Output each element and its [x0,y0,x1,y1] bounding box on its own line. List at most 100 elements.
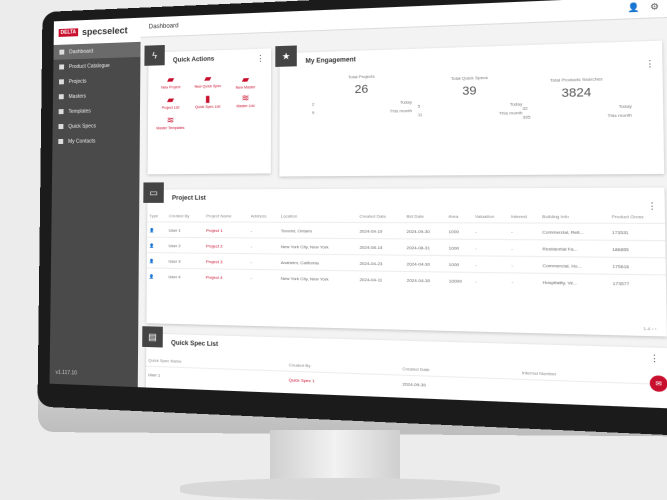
sidebar-item-label: Masters [68,93,87,100]
quick-spec-list-button[interactable]: ▮ Quick Spec List [187,93,229,110]
table-cell: 1000 [446,222,473,240]
screen: DELTA specselect Dashboard Product Catalo… [49,0,667,409]
user-icon[interactable]: 👤 [627,2,641,13]
table-cell: 2024-08-14 [357,238,405,256]
sidebar-item-label: Quick Specs [68,122,96,130]
column-header[interactable]: Created Date [359,213,387,219]
card-title: My Engagement [305,57,356,65]
table-cell: 173531 [609,223,666,241]
table-cell: User 1 [166,221,204,238]
project-name-link[interactable]: Project 1 [203,222,249,238]
column-header[interactable]: Bid Date [406,213,424,219]
master-templates-button[interactable]: ≋ Master Templates [150,114,191,131]
layers-icon: ≋ [241,92,250,104]
table-cell: Commercial, Reti... [539,223,610,241]
new-quick-spec-button[interactable]: ▰ New Quick Spec [187,72,229,89]
project-name-link[interactable]: Project 2 [203,237,249,254]
label: 3824 [561,86,592,101]
more-icon[interactable]: ⋮ [256,53,265,64]
table-cell: - [248,253,279,270]
table-cell: 2024-09-19 [357,222,405,239]
table-cell: - [473,272,510,290]
project-name-link[interactable]: Project 4 [203,268,249,285]
column-header[interactable]: Building Info [542,213,569,220]
logo[interactable]: DELTA specselect [53,17,141,46]
table-cell: Residential Fa... [539,239,610,258]
new-project-button[interactable]: ▰ New Project [150,74,191,90]
table-cell: Toronto, Ontario [278,222,358,239]
gear-icon[interactable]: ⚙ [649,1,660,12]
master-list-button[interactable]: ≋ Master List [224,92,266,109]
label: 395 [522,114,531,120]
sidebar-item-templates[interactable]: Templates [53,102,140,119]
column-header[interactable]: Area [448,213,459,219]
table-cell: 2024-04-30 [404,271,447,288]
table-cell: User 2 [166,237,204,254]
column-header[interactable]: Interest [510,213,527,220]
label: New Master [235,85,256,90]
more-icon[interactable]: ⋮ [644,58,655,70]
folder-icon: ▰ [166,94,175,105]
table-cell: - [508,239,541,257]
monitor-base [180,478,500,500]
table-cell: 2024-08-31 [404,238,447,256]
table-cell: - [248,237,279,254]
card-title: Project List [171,195,206,202]
layers-icon [58,94,64,100]
more-icon[interactable]: ⋮ [649,353,660,365]
table-cell: 186855 [609,240,666,258]
column-header[interactable]: Product Gross [611,213,644,220]
label: 5 [417,103,421,109]
folder-icon [58,79,64,85]
column-header[interactable]: Project Name [206,213,232,219]
label: Master Templates [156,125,185,131]
table-cell: 2024-09-30 [400,375,520,396]
table-cell: User 4 [166,268,204,284]
column-header[interactable]: Address [250,213,267,219]
quick-spec-list-card: ▤ Quick Spec List ⋮ Quick Spec Name Creat… [142,326,667,409]
folder-plus-icon: ▰ [167,74,175,85]
label: 2 [311,101,315,107]
column-header[interactable]: Type [149,213,159,219]
document-icon: ▤ [142,326,163,348]
column-header[interactable]: Created By [168,213,190,219]
monitor-bezel: DELTA specselect Dashboard Product Catalo… [37,0,667,437]
folder-plus-icon: ▰ [204,72,212,84]
label: Total Quick Specs [450,74,488,82]
table-cell: 175616 [609,257,666,275]
table-cell: - [248,269,279,286]
folder-open-icon: ▭ [143,182,164,203]
quick-spec-table: Quick Spec Name Created By Created Date Int… [146,354,667,402]
stat-total-quick-specs: Total Quick Specs 39 5 Today 11 This month [418,74,523,118]
sidebar-item-label: Dashboard [69,48,94,55]
column-header[interactable]: Valuation [474,213,495,220]
table-cell: Hospitality, Ve... [540,273,611,291]
project-list-button[interactable]: ▰ Project List [150,94,191,110]
label: Quick Spec List [195,104,221,110]
sidebar-item-my-contacts[interactable]: My Contacts [52,133,139,149]
table-cell: 2024-04-11 [357,270,405,288]
table-cell: - [472,222,509,240]
table-cell: - [509,272,541,290]
user-type-icon: 👤 [147,221,167,238]
stat-total-product-searches: Total Products Searches 3824 32 Today 395 Thi… [522,75,632,120]
sidebar-item-quick-specs[interactable]: Quick Specs [53,118,140,135]
new-master-button[interactable]: ▰ New Master [224,73,266,90]
table-cell[interactable]: Quick Spec 1 [286,371,401,392]
card-title: Quick Actions [172,56,215,64]
chat-button[interactable]: ✉ [649,375,667,393]
sidebar-item-label: Product Catalogue [68,62,110,70]
column-header[interactable]: Location [280,213,298,219]
label: 26 [354,83,369,97]
table-cell: User 3 [166,252,204,269]
pagination[interactable]: 1-4 ‹ › [643,325,657,332]
layers-icon [58,109,64,115]
label: This month [499,109,523,116]
project-name-link[interactable]: Project 3 [203,253,249,270]
table-cell: New York City, New York [278,238,358,255]
version-label: v1.117.10 [55,369,77,377]
label: 1-4 [643,325,651,332]
label: Project List [161,105,180,110]
project-list-card: ▭ Project List ⋮ Type Created By Project N… [143,182,667,337]
label: 11 [417,111,423,118]
